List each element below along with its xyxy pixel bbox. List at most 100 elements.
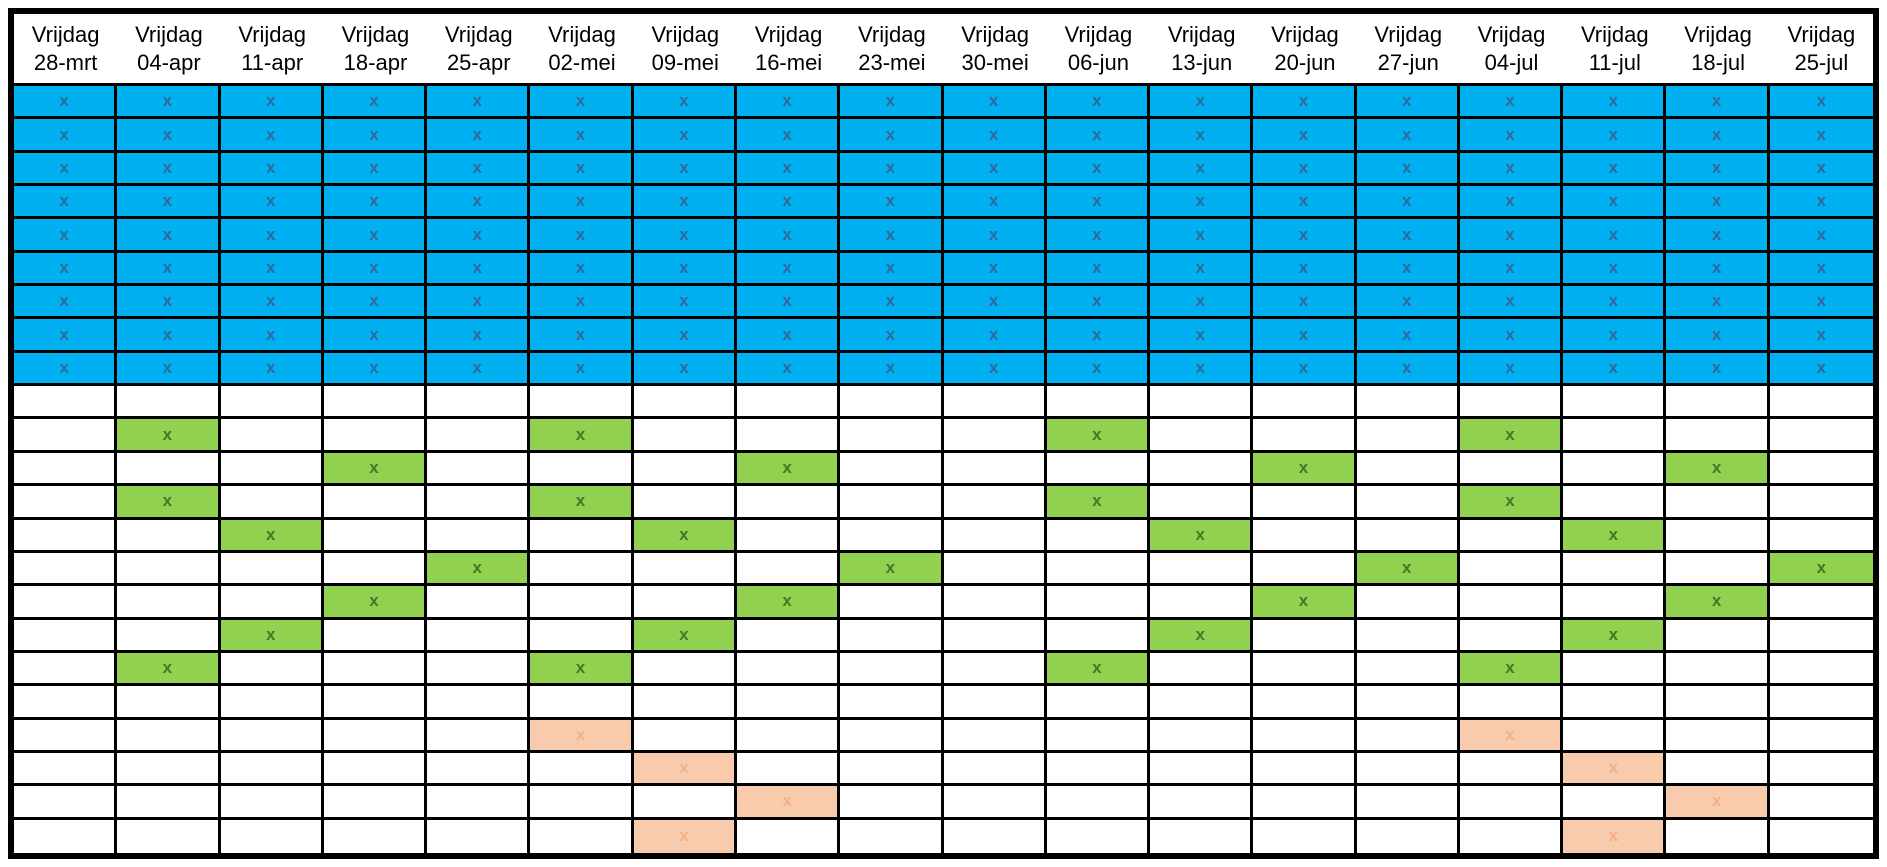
schedule-cell[interactable] [427,752,531,787]
schedule-cell[interactable] [1459,786,1564,820]
schedule-cell[interactable]: x [530,86,634,120]
schedule-cell[interactable]: x [1563,186,1667,220]
schedule-cell[interactable] [1459,752,1564,787]
schedule-cell[interactable] [117,719,221,753]
schedule-cell[interactable] [117,586,221,620]
schedule-cell[interactable] [530,619,634,653]
schedule-cell[interactable]: x [1563,152,1667,187]
schedule-cell[interactable] [14,686,118,720]
schedule-cell[interactable]: x [1666,452,1770,487]
schedule-cell[interactable] [1046,452,1151,487]
schedule-cell[interactable]: x [1253,352,1357,387]
schedule-cell[interactable]: x [14,252,118,287]
schedule-cell[interactable]: x [1356,86,1460,120]
schedule-cell[interactable]: x [633,286,737,320]
schedule-cell[interactable]: x [736,352,841,387]
schedule-cell[interactable] [1563,719,1667,753]
schedule-cell[interactable] [220,652,324,687]
schedule-cell[interactable]: x [1046,86,1151,120]
schedule-cell[interactable] [736,719,841,753]
schedule-cell[interactable] [633,419,737,453]
schedule-cell[interactable]: x [633,119,737,153]
schedule-cell[interactable]: x [220,152,324,187]
schedule-cell[interactable] [1563,552,1667,587]
schedule-cell[interactable] [427,419,531,453]
schedule-cell[interactable]: x [14,352,118,387]
schedule-cell[interactable]: x [220,86,324,120]
schedule-cell[interactable] [220,686,324,720]
schedule-cell[interactable]: x [633,319,737,353]
schedule-cell[interactable] [1459,552,1564,587]
schedule-cell[interactable]: x [633,219,737,253]
column-header[interactable]: Vrijdag 06-jun [1046,14,1151,86]
schedule-cell[interactable]: x [840,219,944,253]
schedule-cell[interactable]: x [633,819,737,853]
schedule-cell[interactable]: x [736,452,841,487]
schedule-cell[interactable]: x [1666,219,1770,253]
schedule-cell[interactable] [1769,486,1873,520]
schedule-cell[interactable]: x [117,119,221,153]
schedule-cell[interactable] [1150,819,1254,853]
schedule-cell[interactable]: x [1356,186,1460,220]
schedule-cell[interactable] [633,719,737,753]
schedule-cell[interactable] [1253,786,1357,820]
column-header[interactable]: Vrijdag 23-mei [840,14,944,86]
schedule-cell[interactable] [1563,686,1667,720]
schedule-cell[interactable]: x [1769,219,1873,253]
schedule-cell[interactable] [1356,819,1460,853]
schedule-cell[interactable]: x [1253,252,1357,287]
schedule-cell[interactable]: x [943,286,1047,320]
schedule-cell[interactable]: x [220,519,324,553]
schedule-cell[interactable]: x [840,252,944,287]
schedule-cell[interactable] [1253,719,1357,753]
schedule-cell[interactable]: x [1769,252,1873,287]
schedule-cell[interactable]: x [840,319,944,353]
schedule-cell[interactable]: x [530,419,634,453]
schedule-cell[interactable] [1253,519,1357,553]
schedule-cell[interactable] [1046,619,1151,653]
schedule-cell[interactable] [323,786,428,820]
schedule-cell[interactable] [1356,386,1460,420]
schedule-cell[interactable] [1769,419,1873,453]
schedule-cell[interactable] [1150,786,1254,820]
schedule-cell[interactable] [1563,452,1667,487]
schedule-cell[interactable]: x [1046,186,1151,220]
schedule-cell[interactable] [736,619,841,653]
schedule-cell[interactable]: x [1046,419,1151,453]
schedule-cell[interactable]: x [1666,586,1770,620]
schedule-cell[interactable]: x [220,319,324,353]
schedule-cell[interactable]: x [1253,286,1357,320]
schedule-cell[interactable] [840,486,944,520]
schedule-cell[interactable]: x [633,519,737,553]
schedule-cell[interactable]: x [840,152,944,187]
schedule-cell[interactable]: x [633,86,737,120]
schedule-cell[interactable] [1459,619,1564,653]
column-header[interactable]: Vrijdag 25-jul [1769,14,1873,86]
schedule-cell[interactable] [1563,486,1667,520]
schedule-cell[interactable] [1666,519,1770,553]
schedule-cell[interactable]: x [1769,152,1873,187]
schedule-cell[interactable] [427,519,531,553]
schedule-cell[interactable] [14,452,118,487]
schedule-cell[interactable] [943,752,1047,787]
schedule-cell[interactable] [427,452,531,487]
schedule-cell[interactable] [220,586,324,620]
schedule-cell[interactable] [323,752,428,787]
schedule-cell[interactable] [840,619,944,653]
schedule-cell[interactable] [633,786,737,820]
schedule-cell[interactable]: x [1769,286,1873,320]
schedule-cell[interactable] [1356,786,1460,820]
schedule-cell[interactable] [840,686,944,720]
schedule-cell[interactable]: x [1459,152,1564,187]
schedule-cell[interactable] [117,752,221,787]
schedule-cell[interactable] [1666,686,1770,720]
schedule-cell[interactable] [14,519,118,553]
schedule-cell[interactable] [736,652,841,687]
schedule-cell[interactable]: x [736,152,841,187]
schedule-cell[interactable] [1046,686,1151,720]
schedule-cell[interactable]: x [323,319,428,353]
schedule-cell[interactable] [117,819,221,853]
schedule-cell[interactable] [530,686,634,720]
schedule-cell[interactable]: x [1769,552,1873,587]
schedule-cell[interactable]: x [1459,286,1564,320]
